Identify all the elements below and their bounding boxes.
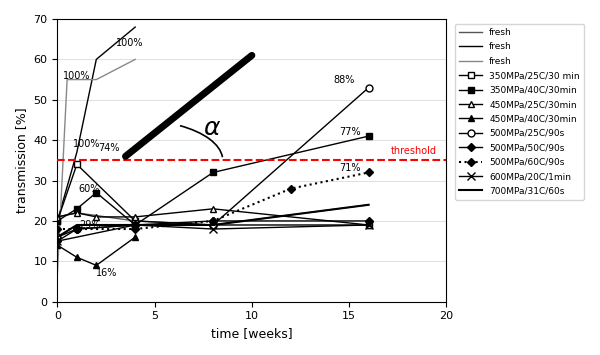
Line: 500MPa/60C/90s: 500MPa/60C/90s — [55, 170, 371, 232]
350MPa/25C/30 min — [131, 219, 139, 223]
500MPa/50C/90s — [209, 219, 217, 223]
Line: fresh: fresh — [58, 27, 135, 221]
350MPa/40C/30min — [209, 170, 217, 175]
450MPa/40C/30min — [131, 235, 139, 239]
500MPa/60C/90s — [287, 186, 295, 191]
500MPa/60C/90s — [73, 227, 80, 231]
600MPa/20C/1min — [365, 223, 372, 227]
Text: 71%: 71% — [340, 163, 361, 174]
350MPa/25C/30 min — [209, 223, 217, 227]
350MPa/40C/30min — [365, 134, 372, 138]
450MPa/25C/30min — [93, 215, 100, 219]
fresh — [365, 203, 372, 207]
fresh — [54, 219, 61, 223]
500MPa/50C/90s — [365, 219, 372, 223]
500MPa/25C/90s — [54, 235, 61, 239]
500MPa/60C/90s — [209, 219, 217, 223]
fresh — [54, 271, 61, 275]
500MPa/25C/90s — [131, 223, 139, 227]
Line: 450MPa/25C/30min: 450MPa/25C/30min — [54, 205, 372, 229]
450MPa/25C/30min — [365, 223, 372, 227]
Text: threshold: threshold — [391, 146, 437, 156]
500MPa/50C/90s — [54, 239, 61, 243]
350MPa/25C/30 min — [73, 162, 80, 166]
500MPa/25C/90s — [365, 86, 372, 90]
600MPa/20C/1min — [54, 239, 61, 243]
450MPa/40C/30min — [73, 255, 80, 260]
Y-axis label: transmission [%]: transmission [%] — [15, 108, 28, 213]
350MPa/25C/30 min — [365, 223, 372, 227]
fresh — [209, 223, 217, 227]
500MPa/25C/90s — [209, 223, 217, 227]
450MPa/25C/30min — [131, 215, 139, 219]
X-axis label: time [weeks]: time [weeks] — [211, 327, 293, 340]
700MPa/31C/60s — [131, 223, 139, 227]
fresh — [131, 219, 139, 223]
500MPa/60C/90s — [54, 227, 61, 231]
450MPa/40C/30min — [54, 243, 61, 247]
700MPa/31C/60s — [365, 203, 372, 207]
fresh — [93, 77, 100, 82]
450MPa/25C/30min — [54, 215, 61, 219]
Text: 88%: 88% — [334, 75, 355, 84]
Line: 500MPa/50C/90s: 500MPa/50C/90s — [55, 218, 371, 244]
600MPa/20C/1min — [131, 223, 139, 227]
Line: fresh: fresh — [58, 59, 135, 273]
350MPa/40C/30min — [73, 207, 80, 211]
350MPa/25C/30 min — [54, 219, 61, 223]
700MPa/31C/60s — [73, 223, 80, 227]
fresh — [64, 77, 71, 82]
Line: fresh: fresh — [58, 205, 368, 225]
350MPa/40C/30min — [131, 223, 139, 227]
500MPa/60C/90s — [131, 227, 139, 231]
Line: 450MPa/40C/30min: 450MPa/40C/30min — [54, 234, 139, 269]
Text: 100%: 100% — [73, 139, 100, 149]
Text: 60%: 60% — [79, 184, 100, 193]
500MPa/50C/90s — [131, 223, 139, 227]
Text: 29%: 29% — [79, 220, 100, 230]
600MPa/20C/1min — [209, 227, 217, 231]
Legend: fresh, fresh, fresh, 350MPa/25C/30 min, 350MPa/40C/30min, 450MPa/25C/30min, 450M: fresh, fresh, fresh, 350MPa/25C/30 min, … — [455, 23, 584, 200]
fresh — [73, 150, 80, 154]
fresh — [93, 57, 100, 61]
350MPa/40C/30min — [54, 219, 61, 223]
700MPa/31C/60s — [209, 223, 217, 227]
350MPa/40C/30min — [93, 191, 100, 195]
450MPa/25C/30min — [209, 207, 217, 211]
Text: 77%: 77% — [340, 127, 361, 137]
500MPa/50C/90s — [73, 227, 80, 231]
Text: 100%: 100% — [116, 38, 143, 48]
Line: 700MPa/31C/60s: 700MPa/31C/60s — [58, 205, 368, 237]
500MPa/60C/90s — [365, 170, 372, 175]
fresh — [73, 211, 80, 215]
fresh — [131, 57, 139, 61]
Text: 100%: 100% — [63, 71, 91, 81]
Line: 600MPa/20C/1min: 600MPa/20C/1min — [53, 221, 373, 245]
450MPa/40C/30min — [93, 263, 100, 268]
450MPa/25C/30min — [73, 211, 80, 215]
Text: $\alpha$: $\alpha$ — [203, 116, 221, 140]
500MPa/25C/90s — [73, 227, 80, 231]
Line: 500MPa/25C/90s: 500MPa/25C/90s — [54, 84, 372, 241]
Text: 74%: 74% — [98, 143, 120, 153]
Line: 350MPa/25C/30 min: 350MPa/25C/30 min — [54, 161, 372, 229]
Line: 350MPa/40C/30min: 350MPa/40C/30min — [54, 133, 372, 229]
Text: 16%: 16% — [97, 268, 118, 278]
fresh — [131, 25, 139, 29]
fresh — [54, 215, 61, 219]
700MPa/31C/60s — [54, 235, 61, 239]
